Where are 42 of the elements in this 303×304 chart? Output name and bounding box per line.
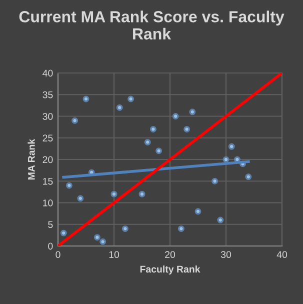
point (77, 195, 84, 202)
y-tick-label: 10 (43, 199, 53, 206)
x-axis-title: Faculty Rank (140, 265, 200, 275)
chart-title: Current MA Rank Score vs. Faculty Rank (19, 10, 284, 40)
point (245, 174, 252, 180)
point (66, 182, 72, 189)
y-tick-label: 30 (42, 112, 53, 120)
x-tick-label: 30 (220, 251, 232, 258)
point (156, 148, 162, 154)
y-tick-label: 15 (43, 178, 53, 185)
x-tick-label: 0 (56, 251, 60, 258)
point (189, 108, 196, 116)
point (144, 138, 151, 146)
point (116, 104, 123, 111)
point (110, 190, 118, 198)
y-axis-title: MA Rank (28, 138, 35, 180)
point (194, 208, 202, 215)
x-tick-label: 20 (165, 251, 176, 258)
point (172, 113, 179, 120)
x-tick-label: 10 (109, 251, 120, 258)
point (100, 238, 106, 245)
y-tick-label: 25 (42, 134, 53, 142)
point (94, 234, 100, 241)
point (228, 143, 235, 150)
point (82, 96, 90, 102)
point (184, 126, 190, 132)
point (122, 225, 128, 232)
point (72, 117, 78, 124)
x-tick-label: 40 (276, 251, 288, 258)
y-tick-label: 5 (48, 221, 53, 228)
point (212, 178, 218, 184)
point (60, 230, 67, 236)
y-tick-label: 35 (42, 91, 53, 98)
y-tick-label: 0 (48, 242, 53, 250)
y-tick-label: 20 (42, 156, 53, 164)
point (178, 225, 184, 232)
point (222, 156, 230, 163)
y-tick-label: 40 (42, 70, 53, 77)
point (150, 126, 156, 132)
point (217, 216, 224, 224)
point (138, 190, 146, 198)
point (128, 96, 134, 102)
